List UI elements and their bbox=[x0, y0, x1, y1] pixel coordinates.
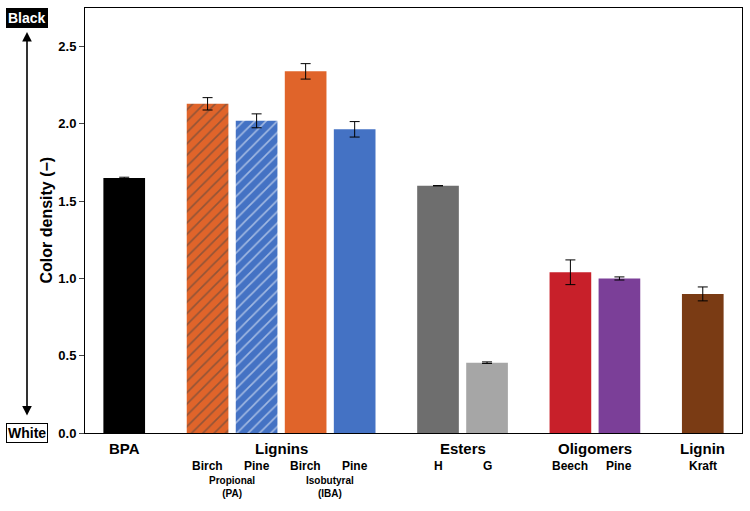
svg-text:Birch: Birch bbox=[192, 459, 223, 473]
svg-text:Lignin: Lignin bbox=[680, 440, 725, 457]
svg-text:2.5: 2.5 bbox=[58, 39, 76, 54]
svg-text:Pine: Pine bbox=[244, 459, 270, 473]
svg-text:H: H bbox=[434, 459, 443, 473]
svg-text:0.0: 0.0 bbox=[58, 426, 76, 441]
svg-text:Pine: Pine bbox=[606, 459, 632, 473]
svg-text:Isobutyral(IBA): Isobutyral(IBA) bbox=[306, 475, 354, 499]
svg-text:Kraft: Kraft bbox=[689, 459, 717, 473]
svg-text:BPA: BPA bbox=[109, 440, 140, 457]
svg-text:Beech: Beech bbox=[552, 459, 588, 473]
svg-text:2.0: 2.0 bbox=[58, 116, 76, 131]
svg-text:0.5: 0.5 bbox=[58, 348, 76, 363]
svg-text:Birch: Birch bbox=[290, 459, 321, 473]
svg-text:Color density (−): Color density (−) bbox=[38, 157, 55, 284]
svg-text:Lignins: Lignins bbox=[255, 440, 308, 457]
svg-text:Propional(PA): Propional(PA) bbox=[209, 475, 255, 499]
svg-text:1.0: 1.0 bbox=[58, 271, 76, 286]
svg-text:White: White bbox=[8, 425, 46, 441]
svg-text:G: G bbox=[483, 459, 492, 473]
svg-text:1.5: 1.5 bbox=[58, 194, 76, 209]
svg-text:Black: Black bbox=[8, 10, 46, 26]
svg-text:Esters: Esters bbox=[440, 440, 486, 457]
svg-text:Pine: Pine bbox=[342, 459, 368, 473]
svg-text:Oligomers: Oligomers bbox=[558, 440, 632, 457]
